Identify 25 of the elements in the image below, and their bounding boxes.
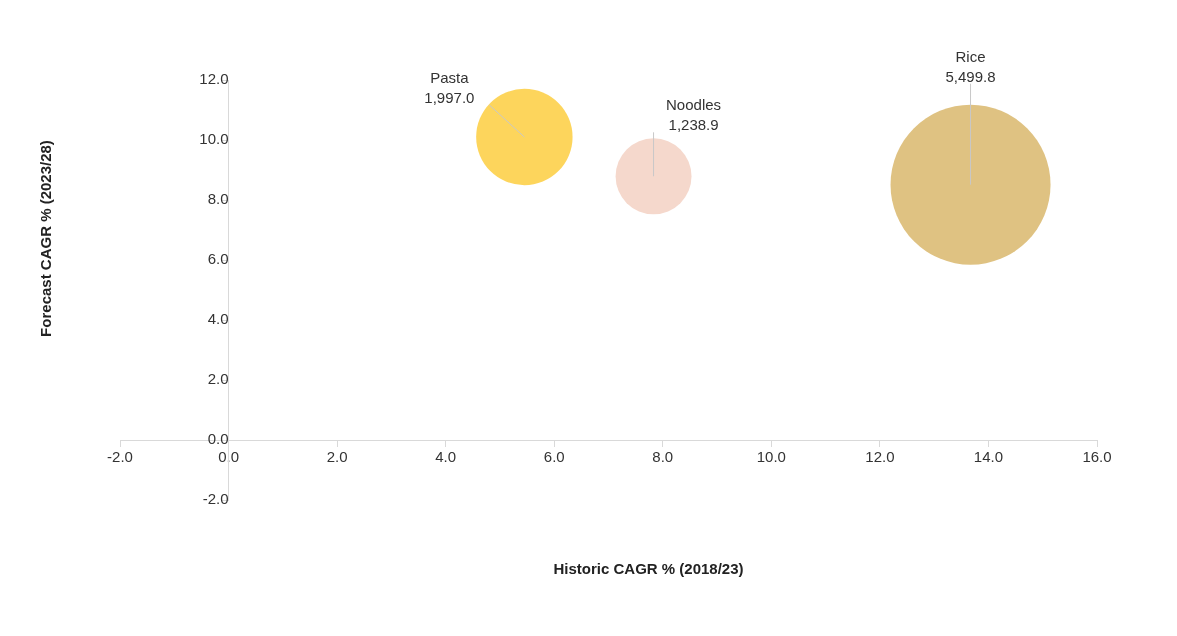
x-tick-label: 12.0 xyxy=(865,448,895,466)
y-tick-label: 12.0 xyxy=(199,70,229,88)
x-tick-label: 10.0 xyxy=(756,448,786,466)
data-label: 5,499.8 xyxy=(945,67,996,85)
series-label: Noodles xyxy=(666,96,722,114)
x-tick-label: 4.0 xyxy=(435,448,457,466)
y-axis-title: Forecast CAGR % (2023/28) xyxy=(36,139,54,339)
y-tick-label: 0.0 xyxy=(207,430,229,448)
text: Rice xyxy=(955,47,986,65)
x-tick-label: 14.0 xyxy=(973,448,1004,466)
x-tick-label: 8.0 xyxy=(652,448,674,466)
x-tick-label: -2.0 xyxy=(107,448,133,466)
y-tick-label: 2.0 xyxy=(207,370,229,388)
y-tick-label: -2.0 xyxy=(202,490,229,508)
y-tick-label: 8.0 xyxy=(207,190,229,208)
x-tick-label: 2.0 xyxy=(326,448,348,466)
y-tick-label: 6.0 xyxy=(207,250,229,268)
y-tick-label: 4.0 xyxy=(207,310,229,328)
series-label: Pasta xyxy=(430,69,470,86)
x-axis-title: Historic CAGR % (2018/23) xyxy=(552,560,745,577)
data-label: 1,238.9 xyxy=(668,116,719,134)
data-label: 1,997.0 xyxy=(424,89,475,106)
x-tick-label: 16.0 xyxy=(1082,448,1112,466)
y-tick-label: 10.0 xyxy=(199,130,229,148)
x-tick-label: 6.0 xyxy=(543,448,565,466)
